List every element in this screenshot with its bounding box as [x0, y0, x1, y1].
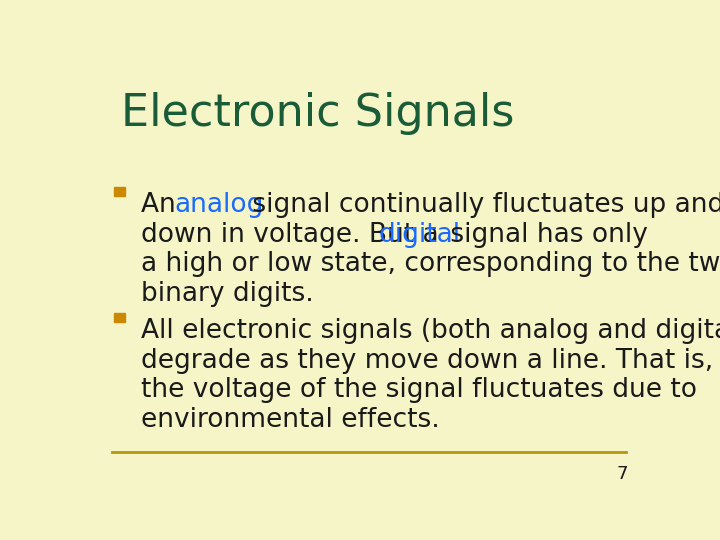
- Text: signal continually fluctuates up and: signal continually fluctuates up and: [244, 192, 720, 218]
- Text: binary digits.: binary digits.: [141, 281, 314, 307]
- Text: An: An: [141, 192, 184, 218]
- Text: the voltage of the signal fluctuates due to: the voltage of the signal fluctuates due…: [141, 377, 698, 403]
- Bar: [114, 313, 125, 322]
- Text: down in voltage. But a: down in voltage. But a: [141, 221, 447, 247]
- Text: All electronic signals (both analog and digital): All electronic signals (both analog and …: [141, 318, 720, 343]
- Text: analog: analog: [175, 192, 264, 218]
- Bar: [114, 187, 125, 196]
- Text: Electronic Signals: Electronic Signals: [121, 92, 514, 135]
- Text: environmental effects.: environmental effects.: [141, 407, 440, 434]
- Text: a high or low state, corresponding to the two: a high or low state, corresponding to th…: [141, 252, 720, 278]
- Text: degrade as they move down a line. That is,: degrade as they move down a line. That i…: [141, 348, 714, 374]
- Text: digital: digital: [379, 221, 461, 247]
- Text: 7: 7: [617, 465, 629, 483]
- Text: signal has only: signal has only: [442, 221, 648, 247]
